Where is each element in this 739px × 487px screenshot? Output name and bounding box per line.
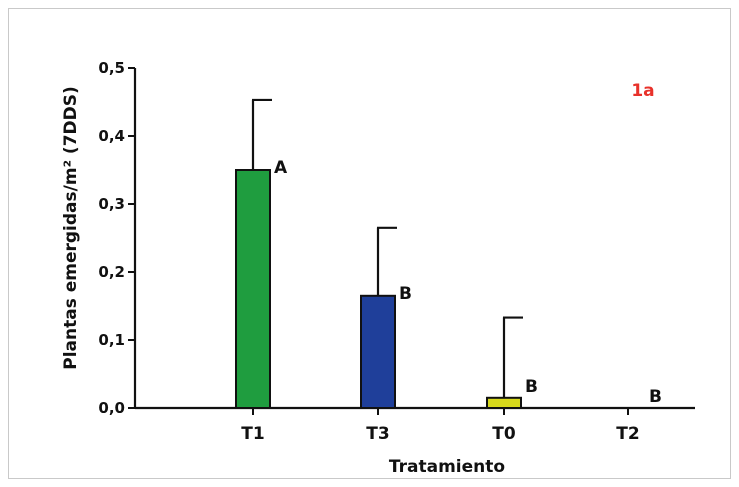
y-axis: 0,0 0,1 0,2 0,3 0,4 0,5 <box>98 59 137 417</box>
significance-letter-T2: B <box>649 387 662 407</box>
x-tick-label: T1 <box>241 424 264 444</box>
x-tick-label: T3 <box>366 424 389 444</box>
y-tick-label: 0,1 <box>98 331 125 349</box>
error-bars <box>251 98 523 398</box>
panel-label: 1a <box>631 81 654 101</box>
y-tick-label: 0,0 <box>98 399 125 417</box>
bar-T0 <box>486 396 522 409</box>
significance-letter-T3: B <box>399 284 412 304</box>
significance-letter-T0: B <box>525 377 538 397</box>
significance-letters: A B B B <box>274 158 662 407</box>
y-tick-label: 0,2 <box>98 263 125 281</box>
y-tick-label: 0,5 <box>98 59 125 77</box>
bar-T3 <box>360 294 396 409</box>
x-axis-label: Tratamiento <box>389 457 505 477</box>
bar-T1 <box>235 169 271 409</box>
x-tick-label: T2 <box>616 424 639 444</box>
significance-letter-T1: A <box>274 158 288 178</box>
y-tick-label: 0,3 <box>98 195 125 213</box>
x-tick-label: T0 <box>492 424 516 444</box>
y-tick-label: 0,4 <box>98 127 125 145</box>
x-axis: T1 T3 T0 T2 <box>135 406 695 444</box>
y-axis-label: Plantas emergidas/m² (7DDS) <box>61 86 81 370</box>
